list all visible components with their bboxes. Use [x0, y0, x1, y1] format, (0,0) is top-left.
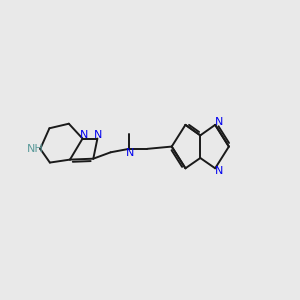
Text: N: N — [80, 130, 88, 140]
Text: N: N — [215, 117, 224, 127]
Text: N: N — [126, 148, 134, 158]
Text: NH: NH — [27, 144, 44, 154]
Text: N: N — [215, 166, 224, 176]
Text: N: N — [94, 130, 103, 140]
